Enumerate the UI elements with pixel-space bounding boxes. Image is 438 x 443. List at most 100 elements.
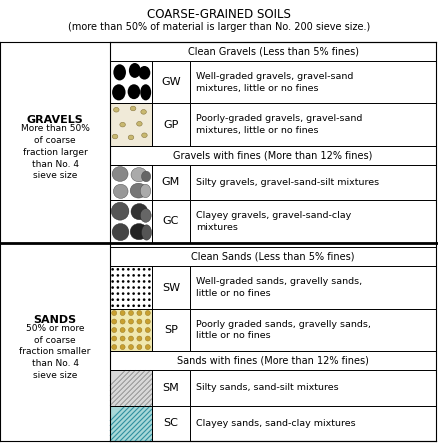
Ellipse shape <box>113 64 126 81</box>
Circle shape <box>120 319 125 324</box>
Circle shape <box>122 280 124 283</box>
Circle shape <box>112 345 117 350</box>
Bar <box>110 61 152 103</box>
Circle shape <box>132 274 135 277</box>
Circle shape <box>138 286 140 289</box>
Circle shape <box>117 268 119 271</box>
Circle shape <box>148 280 151 283</box>
Ellipse shape <box>140 184 151 198</box>
Circle shape <box>132 280 135 283</box>
Circle shape <box>120 345 125 350</box>
Circle shape <box>138 299 140 301</box>
Bar <box>110 351 436 370</box>
Circle shape <box>137 311 142 315</box>
Bar <box>190 200 436 243</box>
Ellipse shape <box>141 133 147 138</box>
Ellipse shape <box>140 84 151 101</box>
Ellipse shape <box>127 84 140 99</box>
Circle shape <box>138 304 140 307</box>
Text: Poorly-graded gravels, gravel-sand
mixtures, little or no fines: Poorly-graded gravels, gravel-sand mixtu… <box>196 114 362 135</box>
Circle shape <box>148 268 151 271</box>
Text: (more than 50% of material is larger than No. 200 sieve size.): (more than 50% of material is larger tha… <box>68 22 370 32</box>
Circle shape <box>143 268 145 271</box>
Ellipse shape <box>141 109 146 114</box>
Circle shape <box>143 274 145 277</box>
Circle shape <box>143 286 145 289</box>
Circle shape <box>145 319 150 324</box>
Bar <box>152 406 190 441</box>
Circle shape <box>117 304 119 307</box>
Circle shape <box>132 268 135 271</box>
Bar <box>190 103 436 146</box>
Text: SANDS: SANDS <box>33 315 77 325</box>
Circle shape <box>111 304 114 307</box>
Ellipse shape <box>128 135 134 140</box>
Bar <box>110 370 152 406</box>
Circle shape <box>122 292 124 295</box>
Ellipse shape <box>112 84 126 101</box>
Text: SM: SM <box>162 383 180 393</box>
Circle shape <box>117 299 119 301</box>
Circle shape <box>148 299 151 301</box>
Ellipse shape <box>138 66 150 80</box>
Text: GW: GW <box>161 77 181 87</box>
Ellipse shape <box>141 171 151 182</box>
Text: Clean Gravels (Less than 5% fines): Clean Gravels (Less than 5% fines) <box>187 47 358 56</box>
Circle shape <box>128 319 134 324</box>
Circle shape <box>127 268 130 271</box>
Circle shape <box>111 292 114 295</box>
Circle shape <box>127 304 130 307</box>
Text: SW: SW <box>162 283 180 292</box>
Bar <box>110 200 152 243</box>
Bar <box>110 309 152 351</box>
Text: Gravels with fines (More than 12% fines): Gravels with fines (More than 12% fines) <box>173 150 373 160</box>
Circle shape <box>143 292 145 295</box>
Circle shape <box>111 299 114 301</box>
Circle shape <box>148 274 151 277</box>
Bar <box>110 200 152 243</box>
Bar <box>190 370 436 406</box>
Text: Silty gravels, gravel-sand-silt mixtures: Silty gravels, gravel-sand-silt mixtures <box>196 178 379 187</box>
Text: Clean Sands (Less than 5% fines): Clean Sands (Less than 5% fines) <box>191 252 355 262</box>
Ellipse shape <box>112 224 129 241</box>
Bar <box>110 165 152 200</box>
Ellipse shape <box>112 134 118 139</box>
Text: Clayey gravels, gravel-sand-clay
mixtures: Clayey gravels, gravel-sand-clay mixture… <box>196 211 351 232</box>
Ellipse shape <box>130 224 148 240</box>
Circle shape <box>127 286 130 289</box>
Circle shape <box>145 327 150 333</box>
Bar <box>110 42 436 61</box>
Circle shape <box>117 274 119 277</box>
Circle shape <box>148 304 151 307</box>
Bar <box>110 61 152 103</box>
Circle shape <box>127 292 130 295</box>
Ellipse shape <box>130 183 147 198</box>
Circle shape <box>117 292 119 295</box>
Text: Poorly graded sands, gravelly sands,
little or no fines: Poorly graded sands, gravelly sands, lit… <box>196 320 371 340</box>
Text: Clayey sands, sand-clay mixtures: Clayey sands, sand-clay mixtures <box>196 419 356 428</box>
Circle shape <box>117 280 119 283</box>
Ellipse shape <box>131 167 147 182</box>
Bar <box>110 370 152 406</box>
Circle shape <box>120 311 125 315</box>
Circle shape <box>122 299 124 301</box>
Bar <box>190 406 436 441</box>
Circle shape <box>138 292 140 295</box>
Bar <box>190 165 436 200</box>
Circle shape <box>128 345 134 350</box>
Circle shape <box>111 286 114 289</box>
Circle shape <box>137 336 142 341</box>
Bar <box>110 266 152 309</box>
Bar <box>110 406 152 441</box>
Bar <box>110 61 152 103</box>
Text: GP: GP <box>163 120 179 130</box>
Ellipse shape <box>129 63 141 78</box>
Circle shape <box>122 268 124 271</box>
Ellipse shape <box>141 225 152 240</box>
Circle shape <box>138 268 140 271</box>
Circle shape <box>111 274 114 277</box>
Bar <box>110 370 152 406</box>
Bar <box>152 266 190 309</box>
Circle shape <box>122 304 124 307</box>
Bar <box>110 247 436 266</box>
